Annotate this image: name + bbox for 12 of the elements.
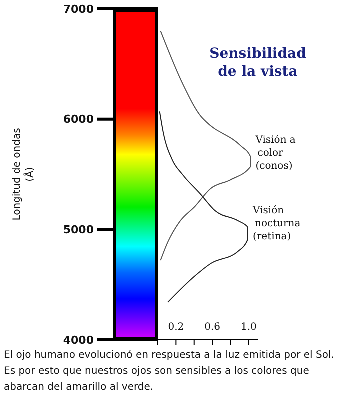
text: Sensibilidad de la vista [210, 46, 307, 80]
series-label: Visión nocturna (retina) [252, 205, 301, 242]
y-axis-title: Longitud de ondas (Å) [12, 128, 36, 221]
x-tick-label: 0.6 [204, 322, 220, 334]
x-tick-label: 1.0 [240, 322, 257, 334]
y-tick-label: 5000 [63, 224, 94, 237]
series-label: Visión a color (conos) [254, 134, 296, 172]
text: El ojo humano evolucionó en respuesta a la luz emitida por el Sol. Es por esto que nuestros ojos son sensibles a los colores que abarcan del amarillo al verde. [4, 349, 336, 395]
y-tick-label: 6000 [63, 113, 94, 126]
x-tick-label: 0.2 [168, 322, 184, 334]
y-tick-label: 4000 [63, 334, 94, 347]
y-tick-label: 7000 [63, 2, 94, 16]
